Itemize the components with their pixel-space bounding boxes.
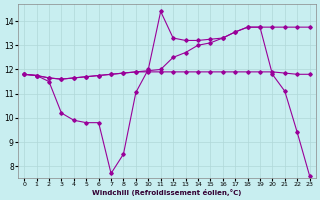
X-axis label: Windchill (Refroidissement éolien,°C): Windchill (Refroidissement éolien,°C): [92, 189, 242, 196]
